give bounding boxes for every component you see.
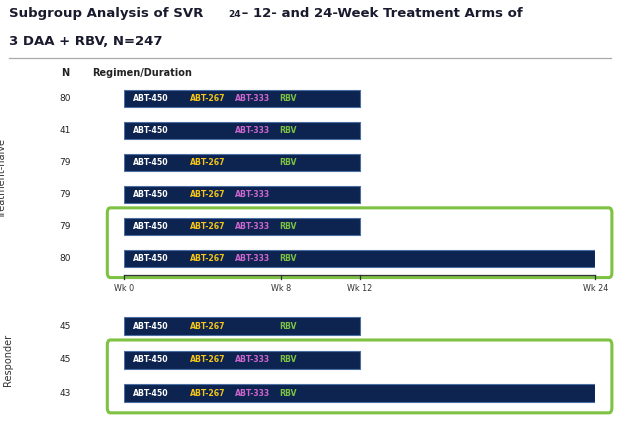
Text: ABT-333: ABT-333 [235,190,270,199]
Text: 79: 79 [60,222,71,231]
Text: ABT-333: ABT-333 [235,355,270,364]
Text: RBV: RBV [280,254,297,263]
Text: ABT-450: ABT-450 [133,254,169,263]
Text: ABT-450: ABT-450 [133,94,169,103]
Text: ABT-267: ABT-267 [190,190,226,199]
Text: 3 DAA + RBV, N=247: 3 DAA + RBV, N=247 [9,35,163,48]
Text: RBV: RBV [280,388,297,398]
Text: – 12- and 24-Week Treatment Arms of: – 12- and 24-Week Treatment Arms of [237,7,523,20]
Text: 80: 80 [60,254,71,263]
Text: ABT-333: ABT-333 [235,254,270,263]
Text: RBV: RBV [280,126,297,135]
Bar [124,186,360,203]
Text: ABT-267: ABT-267 [190,254,226,263]
Text: ABT-450: ABT-450 [133,322,169,331]
Text: ABT-333: ABT-333 [235,388,270,398]
Text: RBV: RBV [280,222,297,231]
Text: 79: 79 [60,190,71,199]
Bar [124,154,360,171]
Text: ABT-450: ABT-450 [133,388,169,398]
Text: 45: 45 [60,322,71,331]
Bar [124,351,360,369]
Text: 24: 24 [228,10,241,19]
Text: Wk 24: Wk 24 [583,284,608,293]
Text: ABT-450: ABT-450 [133,126,169,135]
Text: ABT-267: ABT-267 [190,222,226,231]
Text: ABT-267: ABT-267 [190,355,226,364]
Text: RBV: RBV [280,355,297,364]
Text: ABT-450: ABT-450 [133,355,169,364]
Text: RBV: RBV [280,158,297,167]
Text: ABT-267: ABT-267 [190,322,226,331]
Text: 80: 80 [60,94,71,103]
Text: ABT-267: ABT-267 [190,388,226,398]
Text: 79: 79 [60,158,71,167]
Text: ABT-267: ABT-267 [190,94,226,103]
Text: 45: 45 [60,355,71,364]
Text: 43: 43 [60,388,71,398]
Text: Wk 8: Wk 8 [271,284,291,293]
Bar [124,90,360,107]
Text: ABT-267: ABT-267 [190,158,226,167]
Bar [124,384,595,402]
Text: ABT-450: ABT-450 [133,158,169,167]
Bar [124,218,360,235]
Text: ABT-450: ABT-450 [133,222,169,231]
Text: 41: 41 [60,126,71,135]
Text: ABT-450: ABT-450 [133,190,169,199]
Text: ABT-333: ABT-333 [235,222,270,231]
Text: N: N [61,68,69,78]
Text: RBV: RBV [280,94,297,103]
Text: ABT-333: ABT-333 [235,94,270,103]
Text: Treatment-naïve: Treatment-naïve [0,139,7,219]
Text: Wk 12: Wk 12 [347,284,372,293]
Bar [124,317,360,335]
Text: RBV: RBV [280,322,297,331]
Bar [124,122,360,140]
Text: Subgroup Analysis of SVR: Subgroup Analysis of SVR [9,7,204,20]
Text: Regimen/Duration: Regimen/Duration [92,68,192,78]
Text: ABT-333: ABT-333 [235,126,270,135]
Bar [124,250,595,267]
Text: Wk 0: Wk 0 [114,284,134,293]
Text: Null
Responder: Null Responder [0,334,13,386]
